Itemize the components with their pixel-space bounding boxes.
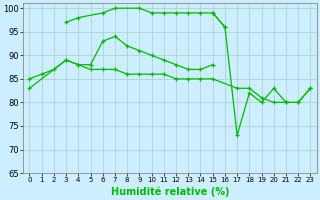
X-axis label: Humidité relative (%): Humidité relative (%) — [111, 186, 229, 197]
